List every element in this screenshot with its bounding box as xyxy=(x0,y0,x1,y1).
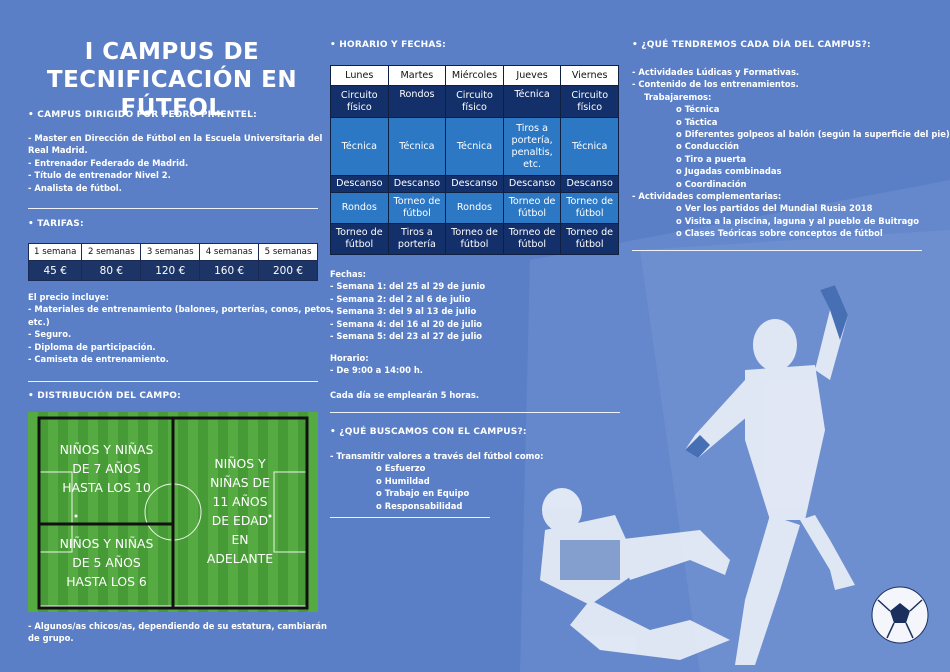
schedule-row: Técnica Técnica Técnica Tiros a portería,… xyxy=(330,117,619,176)
schedule-row: Descanso Descanso Descanso Descanso Desc… xyxy=(330,175,619,193)
bullet-icon: • xyxy=(28,219,34,229)
schedule-cell: Circuito físico xyxy=(560,85,619,118)
circle-bullet-icon: o xyxy=(676,203,682,214)
field-diagram: NIÑOS Y NIÑAS DE 7 AÑOS HASTA LOS 10 NIÑ… xyxy=(28,412,318,612)
distribucion-heading: • DISTRIBUCIÓN DEL CAMPO: xyxy=(28,391,181,401)
day-header: Martes xyxy=(387,65,447,86)
circle-bullet-icon: o xyxy=(676,215,682,226)
schedule-cell: Torneo de fútbol xyxy=(330,223,389,255)
divider xyxy=(28,208,318,209)
circle-bullet-icon: o xyxy=(676,153,682,164)
schedule-cell: Rondos xyxy=(330,192,389,224)
schedule-row: Circuito físico Rondos Circuito físico Téc… xyxy=(330,85,619,118)
bullet-icon: • xyxy=(330,427,336,437)
tarifas-heading: • TARIFAS: xyxy=(28,219,84,229)
price-cell: 200 € xyxy=(258,260,318,281)
schedule-cell: Torneo de fútbol xyxy=(445,223,504,255)
schedule-cell: Técnica xyxy=(330,117,389,176)
tendremos-heading: • ¿QUÉ TENDREMOS CADA DÍA DEL CAMPUS?: xyxy=(632,40,871,50)
page-title: I CAMPUS DE TECNIFICACIÓN EN FÚTFOL xyxy=(46,39,298,121)
price-cell: 120 € xyxy=(140,260,201,281)
hours-note: Cada día se emplearán 5 horas. xyxy=(330,390,480,400)
buscamos-heading: • ¿QUÉ BUSCAMOS CON EL CAMPUS?: xyxy=(330,427,527,437)
circle-bullet-icon: o xyxy=(676,129,682,140)
day-header: Jueves xyxy=(502,65,562,86)
schedule-cell: Rondos xyxy=(445,192,504,224)
divider xyxy=(330,517,490,518)
schedule-cell: Descanso xyxy=(502,175,562,193)
bullet-icon: • xyxy=(330,40,336,50)
price-cell: 160 € xyxy=(199,260,260,281)
price-table-header: 1 semana 2 semanas 3 semanas 4 semanas 5… xyxy=(27,243,318,261)
price-includes: El precio incluye: - Materiales de entre… xyxy=(28,292,334,365)
bullet-icon: • xyxy=(28,391,34,401)
schedule-hours: Horario: - De 9:00 a 14:00 h. xyxy=(330,353,423,376)
circle-bullet-icon: o xyxy=(376,475,382,486)
values-list: - Transmitir valores a través del fútbol… xyxy=(330,451,544,511)
price-table-row: 45 € 80 € 120 € 160 € 200 € xyxy=(27,260,318,281)
schedule-cell: Tiros a portería xyxy=(387,223,447,255)
schedule-cell: Torneo de fútbol xyxy=(560,192,619,224)
bullet-icon: • xyxy=(632,40,638,50)
group-change-note: - Algunos/as chicos/as, dependiendo de s… xyxy=(28,621,328,644)
price-header-cell: 2 semanas xyxy=(81,243,142,261)
price-cell: 45 € xyxy=(27,260,83,281)
circle-bullet-icon: o xyxy=(676,141,682,152)
circle-bullet-icon: o xyxy=(376,488,382,499)
schedule-cell: Circuito físico xyxy=(445,85,504,118)
circle-bullet-icon: o xyxy=(376,463,382,474)
schedule-row: Torneo de fútbol Tiros a portería Torneo d… xyxy=(330,223,619,255)
day-header: Viernes xyxy=(560,65,619,86)
dates-list: Fechas: - Semana 1: del 25 al 29 de juni… xyxy=(330,269,486,342)
horario-heading: • HORARIO Y FECHAS: xyxy=(330,40,446,50)
zone-11-plus-label: NIÑOS Y NIÑAS DE 11 AÑOS DE EDAD EN ADEL… xyxy=(206,456,274,566)
circle-bullet-icon: o xyxy=(676,178,682,189)
zone-5-6-label: NIÑOS Y NIÑAS DE 5 AÑOS HASTA LOS 6 xyxy=(59,536,154,589)
price-header-cell: 3 semanas xyxy=(140,243,201,261)
schedule-cell: Técnica xyxy=(387,117,447,176)
schedule-cell: Técnica xyxy=(445,117,504,176)
schedule-cell: Rondos xyxy=(387,85,447,118)
schedule-table: Lunes Martes Miércoles Jueves Viernes Ci… xyxy=(330,65,619,255)
day-header: Lunes xyxy=(330,65,389,86)
schedule-cell: Descanso xyxy=(445,175,504,193)
schedule-cell: Torneo de fútbol xyxy=(502,223,562,255)
schedule-cell: Descanso xyxy=(387,175,447,193)
schedule-cell: Técnica xyxy=(560,117,619,176)
price-table: 1 semana 2 semanas 3 semanas 4 semanas 5… xyxy=(27,243,318,281)
schedule-cell: Descanso xyxy=(330,175,389,193)
schedule-row: Rondos Torneo de fútbol Rondos Torneo de f… xyxy=(330,192,619,224)
schedule-cell: Tiros a portería, penaltis, etc. xyxy=(502,117,562,176)
complementary-activities: - Actividades complementarias: o Ver los… xyxy=(632,191,920,239)
divider xyxy=(28,381,318,382)
circle-bullet-icon: o xyxy=(676,116,682,127)
zone-7-10-label: NIÑOS Y NIÑAS DE 7 AÑOS HASTA LOS 10 xyxy=(59,442,154,495)
circle-bullet-icon: o xyxy=(676,166,682,177)
divider xyxy=(632,250,922,251)
circle-bullet-icon: o xyxy=(376,500,382,511)
divider xyxy=(330,412,620,413)
schedule-cell: Torneo de fútbol xyxy=(387,192,447,224)
schedule-cell: Circuito físico xyxy=(330,85,389,118)
schedule-cell: Torneo de fútbol xyxy=(560,223,619,255)
price-header-cell: 4 semanas xyxy=(199,243,260,261)
day-header: Miércoles xyxy=(445,65,504,86)
schedule-cell: Técnica xyxy=(502,85,562,118)
circle-bullet-icon: o xyxy=(676,104,682,115)
director-heading: • CAMPUS DIRIGIDO POR PEDRO PIMENTEL: xyxy=(28,110,257,120)
field-lines xyxy=(28,412,318,612)
price-cell: 80 € xyxy=(81,260,142,281)
daily-activities: - Actividades Lúdicas y Formativas. - Co… xyxy=(632,67,950,189)
price-header-cell: 5 semanas xyxy=(258,243,318,261)
price-header-cell: 1 semana xyxy=(27,243,83,261)
schedule-cell: Descanso xyxy=(560,175,619,193)
schedule-header-row: Lunes Martes Miércoles Jueves Viernes xyxy=(330,65,619,86)
director-qualifications: - Master en Dirección de Fútbol en la Es… xyxy=(28,133,323,193)
bullet-icon: • xyxy=(28,110,34,120)
football-players-illustration xyxy=(540,285,929,665)
circle-bullet-icon: o xyxy=(676,228,682,239)
schedule-cell: Torneo de fútbol xyxy=(502,192,562,224)
